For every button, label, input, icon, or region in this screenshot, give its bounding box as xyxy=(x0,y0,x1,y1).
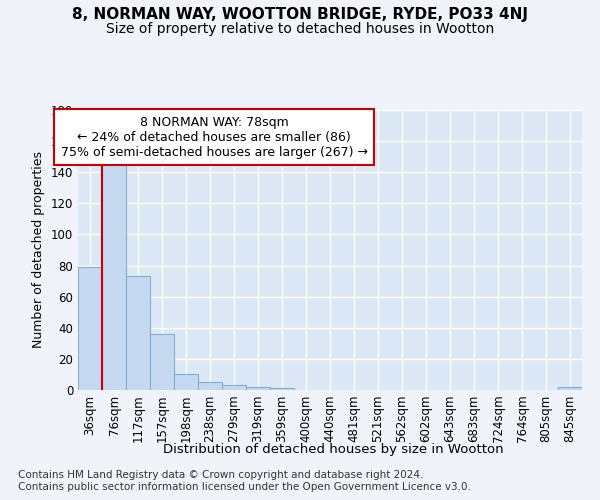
Text: 8 NORMAN WAY: 78sqm
← 24% of detached houses are smaller (86)
75% of semi-detach: 8 NORMAN WAY: 78sqm ← 24% of detached ho… xyxy=(61,116,368,158)
Bar xyxy=(270,388,294,390)
Bar xyxy=(150,334,174,390)
Text: 8, NORMAN WAY, WOOTTON BRIDGE, RYDE, PO33 4NJ: 8, NORMAN WAY, WOOTTON BRIDGE, RYDE, PO3… xyxy=(72,8,528,22)
Y-axis label: Number of detached properties: Number of detached properties xyxy=(32,152,45,348)
Text: Size of property relative to detached houses in Wootton: Size of property relative to detached ho… xyxy=(106,22,494,36)
Text: Distribution of detached houses by size in Wootton: Distribution of detached houses by size … xyxy=(163,442,503,456)
Bar xyxy=(102,155,126,390)
Bar xyxy=(174,374,198,390)
Bar xyxy=(198,382,222,390)
Bar xyxy=(78,267,102,390)
Bar xyxy=(222,386,246,390)
Bar xyxy=(558,387,582,390)
Bar xyxy=(246,387,270,390)
Text: Contains HM Land Registry data © Crown copyright and database right 2024.
Contai: Contains HM Land Registry data © Crown c… xyxy=(18,470,471,492)
Bar xyxy=(126,276,150,390)
